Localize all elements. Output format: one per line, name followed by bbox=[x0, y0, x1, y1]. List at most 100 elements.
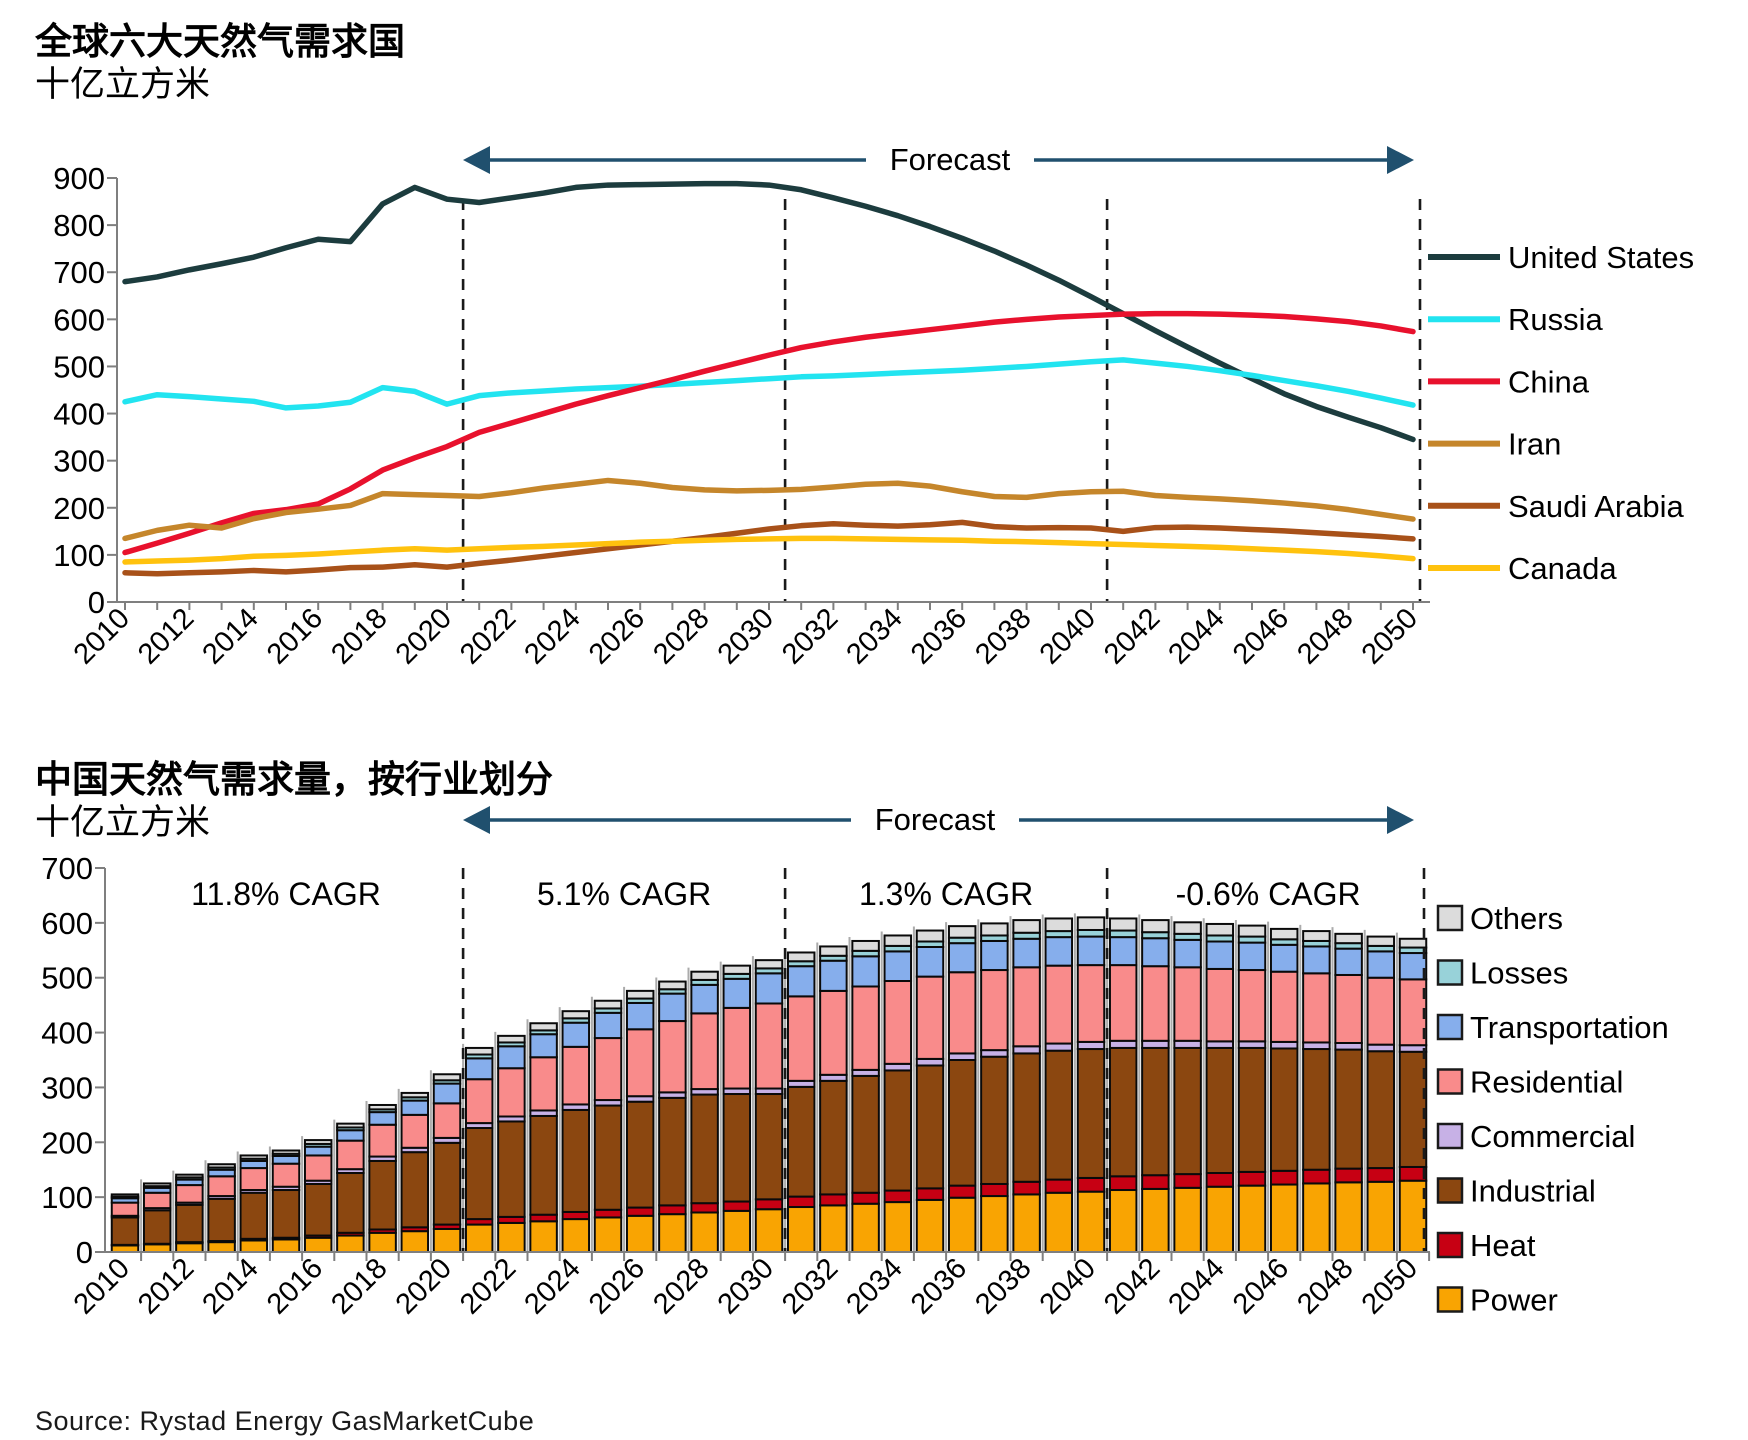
bar-2018-power bbox=[368, 1231, 397, 1254]
bar-2034-residential bbox=[883, 980, 913, 1065]
bar-2049-transportation bbox=[1366, 950, 1396, 979]
bar-2030-heat bbox=[754, 1198, 784, 1211]
bar-2039-heat bbox=[1044, 1178, 1074, 1194]
bar-2014-power bbox=[239, 1239, 269, 1253]
series-line-iran bbox=[122, 477, 1416, 542]
bar-2039-commercial bbox=[1044, 1042, 1074, 1052]
legend-item-residential: Residential bbox=[1436, 1065, 1623, 1100]
y-tick-label: 400 bbox=[41, 1016, 93, 1051]
bar-2037-power bbox=[980, 1195, 1009, 1253]
bar-2036-residential bbox=[947, 971, 977, 1055]
bar-2028-heat bbox=[690, 1202, 719, 1214]
bar-2031-residential bbox=[786, 995, 816, 1082]
x-tick-label: 2026 bbox=[583, 1252, 651, 1320]
bar-2045-residential bbox=[1237, 969, 1267, 1043]
y-tick-label: 100 bbox=[41, 1180, 93, 1215]
bar-2018-industrial bbox=[368, 1159, 397, 1231]
bar-2048-power bbox=[1334, 1181, 1363, 1253]
bar-2020-others bbox=[432, 1073, 462, 1082]
bar-2034-heat bbox=[883, 1189, 913, 1204]
bar-2033-industrial bbox=[851, 1074, 880, 1194]
bar-2037-others bbox=[980, 922, 1009, 937]
legend-label: Commercial bbox=[1470, 1119, 1635, 1154]
bar-2039-power bbox=[1044, 1191, 1074, 1253]
legend-swatch-losses-icon bbox=[1436, 959, 1464, 986]
x-tick-label: 2044 bbox=[1163, 1252, 1231, 1320]
bar-2041-commercial bbox=[1108, 1039, 1138, 1049]
bar-2036-power bbox=[947, 1196, 977, 1253]
bar-2026-industrial bbox=[625, 1100, 655, 1209]
bar-2031-others bbox=[786, 951, 816, 963]
bar-2024-residential bbox=[561, 1045, 591, 1106]
bar-2018-transportation bbox=[368, 1111, 397, 1126]
bar-2040-commercial bbox=[1076, 1040, 1106, 1051]
legend-swatch-heat-icon bbox=[1436, 1231, 1464, 1259]
bar-2035-transportation bbox=[915, 945, 945, 978]
bar-2035-industrial bbox=[915, 1064, 945, 1190]
legend-swatch-residential-icon bbox=[1436, 1068, 1464, 1095]
bar-2043-transportation bbox=[1173, 938, 1202, 969]
bar-2045-transportation bbox=[1237, 941, 1267, 972]
bar-2018-residential bbox=[368, 1123, 397, 1158]
bars-group bbox=[110, 916, 1428, 1254]
x-tick-label: 2028 bbox=[647, 1252, 715, 1320]
bar-2024-power bbox=[561, 1218, 591, 1253]
x-tick-label: 2034 bbox=[841, 1252, 909, 1320]
series-line-china bbox=[122, 310, 1416, 556]
forecast-arrow-bottom: Forecast bbox=[463, 802, 1414, 837]
bar-2015-industrial bbox=[271, 1189, 301, 1239]
bar-2025-power bbox=[593, 1216, 623, 1253]
bar-2050-power bbox=[1398, 1179, 1428, 1253]
stacked-bar-chart-china-gas-demand: Forecast01002003004005006007002010201220… bbox=[41, 802, 1669, 1321]
bar-2020-industrial bbox=[432, 1141, 462, 1226]
bar-2044-heat bbox=[1205, 1172, 1235, 1188]
y-tick-label: 600 bbox=[53, 302, 105, 337]
bar-2049-heat bbox=[1366, 1167, 1396, 1183]
bar-2010-residential bbox=[110, 1201, 140, 1217]
bar-2021-industrial bbox=[464, 1127, 494, 1221]
bar-2046-transportation bbox=[1269, 943, 1299, 973]
bar-2019-others bbox=[400, 1091, 430, 1099]
bar-2042-others bbox=[1141, 919, 1170, 934]
series-line-canada bbox=[122, 535, 1416, 565]
bar-2021-transportation bbox=[464, 1057, 494, 1081]
bar-2038-commercial bbox=[1012, 1045, 1041, 1055]
bar-2019-residential bbox=[400, 1113, 430, 1149]
bar-2010-others bbox=[110, 1193, 140, 1198]
bar-2016-power bbox=[303, 1236, 333, 1254]
y-tick-label: 300 bbox=[53, 444, 105, 479]
bar-2048-heat bbox=[1334, 1167, 1363, 1184]
legend-swatch-commercial-icon bbox=[1436, 1122, 1464, 1150]
legend-item-losses: Losses bbox=[1436, 956, 1568, 991]
bar-2033-power bbox=[851, 1202, 880, 1253]
legend-label: China bbox=[1508, 364, 1590, 399]
bar-2016-others bbox=[303, 1139, 333, 1145]
bar-2041-others bbox=[1108, 917, 1138, 932]
bar-2049-others bbox=[1366, 935, 1396, 947]
legend-swatch-industrial-icon bbox=[1436, 1177, 1464, 1204]
bar-2047-others bbox=[1302, 930, 1331, 942]
bar-2020-residential bbox=[432, 1102, 462, 1139]
x-tick-label: 2014 bbox=[197, 1252, 265, 1320]
bar-2022-others bbox=[497, 1034, 526, 1044]
bar-2046-heat bbox=[1269, 1169, 1299, 1186]
bar-2047-industrial bbox=[1302, 1048, 1331, 1171]
bar-2044-others bbox=[1205, 922, 1235, 937]
bar-2038-power bbox=[1012, 1193, 1041, 1254]
arrowhead-left-icon bbox=[463, 806, 490, 834]
bar-2012-residential bbox=[175, 1184, 204, 1204]
legend-label: Transportation bbox=[1470, 1010, 1669, 1045]
legend-swatch-power-icon bbox=[1436, 1286, 1464, 1313]
x-tick-label: 2042 bbox=[1098, 1252, 1166, 1320]
bar-2034-others bbox=[883, 934, 913, 947]
legend-item-china: China bbox=[1428, 364, 1590, 399]
bar-2044-residential bbox=[1205, 967, 1235, 1043]
bar-2023-others bbox=[529, 1022, 558, 1032]
bar-2031-heat bbox=[786, 1195, 816, 1209]
bar-2021-power bbox=[464, 1223, 494, 1253]
bar-2044-transportation bbox=[1205, 940, 1235, 970]
bar-2027-others bbox=[658, 980, 687, 991]
cagr-label: 11.8% CAGR bbox=[191, 876, 381, 912]
y-tick-label: 200 bbox=[53, 491, 105, 526]
bar-2047-power bbox=[1302, 1182, 1331, 1254]
